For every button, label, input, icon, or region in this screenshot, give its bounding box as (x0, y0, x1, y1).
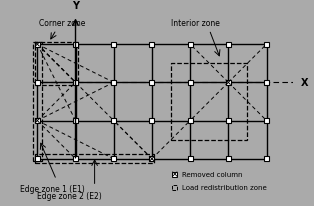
FancyBboxPatch shape (172, 172, 177, 177)
FancyBboxPatch shape (35, 157, 40, 162)
FancyBboxPatch shape (149, 42, 154, 47)
FancyBboxPatch shape (73, 81, 78, 85)
Text: Edge zone 1 (E1): Edge zone 1 (E1) (20, 184, 85, 193)
FancyBboxPatch shape (111, 118, 116, 123)
Bar (35, 154, 154, 163)
Bar (33, 42, 42, 162)
FancyBboxPatch shape (188, 118, 192, 123)
Bar (172, 185, 177, 190)
FancyBboxPatch shape (149, 81, 154, 85)
FancyBboxPatch shape (35, 42, 40, 47)
FancyBboxPatch shape (226, 81, 231, 85)
FancyBboxPatch shape (73, 157, 78, 162)
FancyBboxPatch shape (73, 118, 78, 123)
FancyBboxPatch shape (226, 157, 231, 162)
FancyBboxPatch shape (226, 118, 231, 123)
Text: Corner zone: Corner zone (39, 19, 86, 28)
FancyBboxPatch shape (264, 157, 269, 162)
FancyBboxPatch shape (111, 42, 116, 47)
Text: Load redistribution zone: Load redistribution zone (182, 185, 267, 191)
FancyBboxPatch shape (149, 118, 154, 123)
Text: Edge zone 2 (E2): Edge zone 2 (E2) (37, 191, 102, 200)
Text: X: X (301, 78, 308, 88)
Text: Y: Y (72, 1, 79, 11)
FancyBboxPatch shape (111, 81, 116, 85)
FancyBboxPatch shape (226, 42, 231, 47)
FancyBboxPatch shape (264, 81, 269, 85)
Bar (35, 42, 78, 85)
FancyBboxPatch shape (149, 157, 154, 162)
FancyBboxPatch shape (188, 157, 192, 162)
FancyBboxPatch shape (188, 42, 192, 47)
FancyBboxPatch shape (35, 81, 40, 85)
FancyBboxPatch shape (111, 157, 116, 162)
FancyBboxPatch shape (73, 42, 78, 47)
FancyBboxPatch shape (35, 118, 40, 123)
Text: Removed column: Removed column (182, 171, 243, 177)
FancyBboxPatch shape (188, 81, 192, 85)
FancyBboxPatch shape (264, 42, 269, 47)
FancyBboxPatch shape (264, 118, 269, 123)
Text: Interior zone: Interior zone (171, 19, 220, 28)
Bar (171, 64, 247, 140)
